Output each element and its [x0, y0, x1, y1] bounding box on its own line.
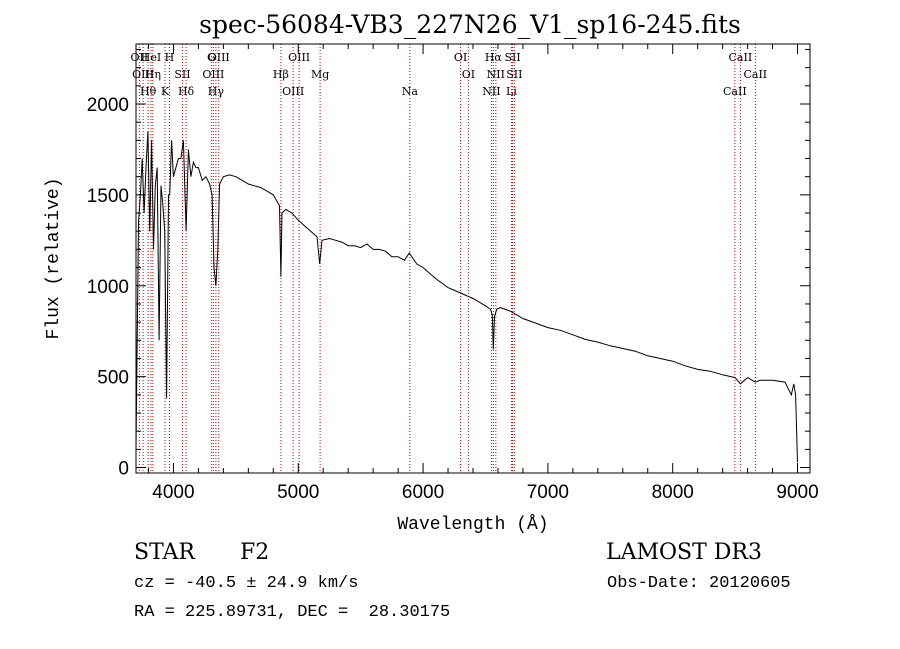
- object-subclass: F2: [240, 540, 270, 565]
- line-marker-label: Hγ: [208, 85, 225, 98]
- tick-group: [136, 44, 810, 473]
- y-axis-label: Flux (relative): [44, 177, 64, 339]
- line-marker-label: SII: [504, 51, 520, 64]
- line-marker-label: K: [161, 85, 170, 98]
- x-tick-label: 9000: [776, 482, 818, 503]
- line-marker-label: OIII: [132, 68, 154, 81]
- y-tick-label: 0: [118, 459, 129, 480]
- redshift-text: cz = -40.5 ± 24.9 km/s: [134, 574, 359, 593]
- line-marker-label: OIII: [288, 51, 310, 64]
- series-group: [135, 131, 798, 463]
- object-class: STAR: [134, 540, 195, 565]
- line-marker-label: NII: [487, 68, 505, 81]
- line-marker-label: CaII: [743, 68, 767, 81]
- plot-frame: [135, 43, 811, 474]
- x-tick-label: 6000: [402, 482, 444, 503]
- x-axis-label: Wavelength (Å): [397, 514, 548, 535]
- spectrum-line: [135, 131, 798, 463]
- line-marker-group: [138, 44, 756, 473]
- line-marker-label: OII: [131, 51, 149, 64]
- line-marker-label: OI: [462, 68, 475, 81]
- line-marker-label: CaII: [729, 51, 753, 64]
- survey-name: LAMOST DR3: [606, 540, 762, 565]
- line-marker-label: Hδ: [178, 85, 195, 98]
- obs-date-text: Obs-Date: 20120605: [607, 574, 791, 593]
- line-marker-label: OIII: [282, 85, 304, 98]
- line-marker-label: NII: [482, 85, 500, 98]
- line-marker-label: CaII: [723, 85, 747, 98]
- x-tick-label: 5000: [277, 482, 319, 503]
- line-marker-label: HeI: [141, 51, 161, 64]
- x-tick-label: 7000: [527, 482, 569, 503]
- line-marker-label: Na: [402, 85, 419, 98]
- line-marker-label: Hθ: [140, 85, 157, 98]
- y-tick-label: 1500: [87, 186, 129, 207]
- x-tick-label: 8000: [652, 482, 694, 503]
- line-marker-label: SII: [174, 68, 190, 81]
- line-marker-label: Mg: [311, 68, 329, 81]
- line-marker-label: SII: [506, 68, 522, 81]
- line-marker-label: Hη: [145, 68, 161, 81]
- line-marker-label: Hα: [485, 51, 503, 64]
- plot-frame-group: [135, 43, 811, 474]
- line-marker-label: G: [207, 51, 216, 64]
- y-tick-label: 1000: [87, 277, 129, 298]
- chart-title: spec-56084-VB3_227N26_V1_sp16-245.fits: [199, 10, 741, 39]
- label-group: OIIOIIIHθHeIHηKHSIIHδGOIIIHγOIIIHβOIIIOI…: [44, 51, 819, 535]
- line-marker-label: OIII: [202, 68, 224, 81]
- line-marker-label: Hβ: [273, 68, 289, 81]
- x-tick-label: 4000: [152, 482, 194, 503]
- line-marker-label: OI: [454, 51, 467, 64]
- line-marker-label: OIII: [208, 51, 230, 64]
- line-marker-label: Li: [506, 85, 517, 98]
- y-tick-label: 500: [97, 368, 129, 389]
- y-tick-label: 2000: [87, 95, 129, 116]
- line-marker-label: H: [165, 51, 175, 64]
- radec-text: RA = 225.89731, DEC = 28.30175: [134, 603, 451, 622]
